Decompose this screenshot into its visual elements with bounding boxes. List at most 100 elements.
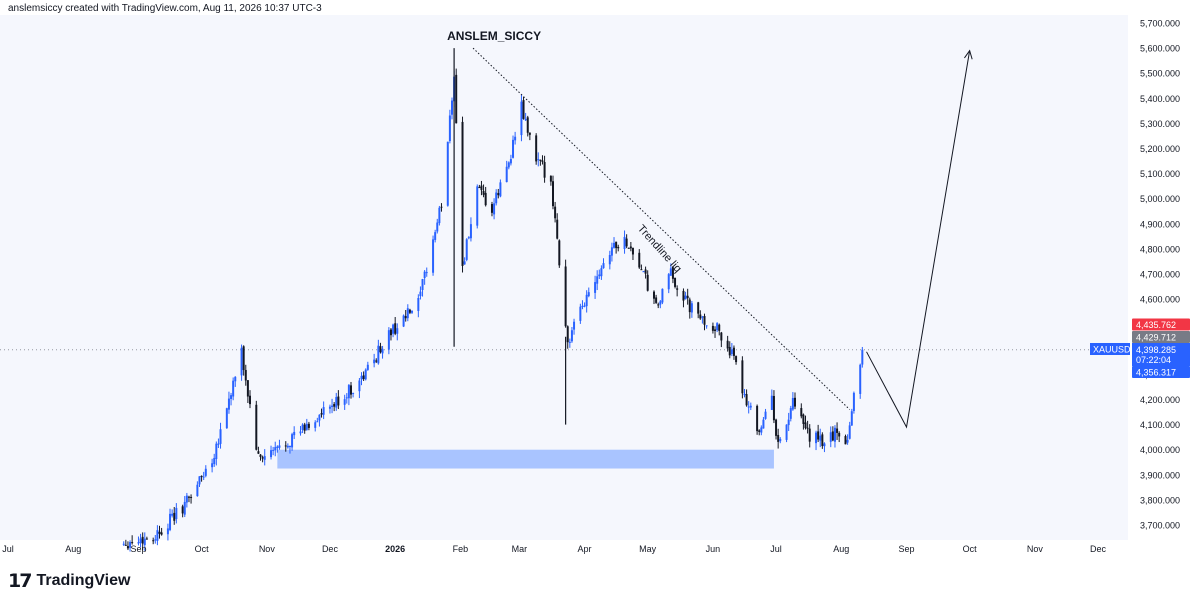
candle[interactable] bbox=[137, 536, 140, 546]
candle[interactable] bbox=[730, 343, 733, 357]
candle[interactable] bbox=[406, 304, 409, 322]
candle[interactable] bbox=[838, 431, 841, 443]
candle[interactable] bbox=[509, 154, 512, 166]
candle[interactable] bbox=[585, 290, 588, 313]
candle[interactable] bbox=[653, 290, 656, 305]
candle[interactable] bbox=[720, 331, 723, 348]
candle[interactable] bbox=[423, 270, 426, 285]
candle[interactable] bbox=[217, 438, 220, 448]
candle[interactable] bbox=[291, 432, 294, 451]
candle[interactable] bbox=[411, 310, 414, 314]
candle[interactable] bbox=[213, 453, 216, 467]
candle[interactable] bbox=[303, 422, 306, 434]
candle[interactable] bbox=[122, 541, 125, 546]
candle[interactable] bbox=[366, 361, 369, 371]
candle[interactable] bbox=[537, 152, 540, 167]
candle[interactable] bbox=[676, 285, 679, 297]
candle[interactable] bbox=[482, 184, 485, 198]
candle[interactable] bbox=[615, 241, 618, 254]
candle[interactable] bbox=[143, 532, 146, 551]
candle[interactable] bbox=[455, 68, 458, 124]
candle[interactable] bbox=[587, 287, 590, 298]
projection-path[interactable] bbox=[866, 50, 971, 429]
candle[interactable] bbox=[349, 381, 352, 399]
candle[interactable] bbox=[396, 323, 399, 341]
candle[interactable] bbox=[373, 353, 376, 368]
candle[interactable] bbox=[714, 326, 717, 338]
candle[interactable] bbox=[227, 391, 230, 414]
candle[interactable] bbox=[850, 408, 853, 426]
candle[interactable] bbox=[682, 288, 685, 308]
candle[interactable] bbox=[463, 257, 466, 265]
candle[interactable] bbox=[478, 184, 481, 189]
candle[interactable] bbox=[408, 308, 411, 315]
candle[interactable] bbox=[497, 188, 500, 199]
candle[interactable] bbox=[583, 302, 586, 308]
candle[interactable] bbox=[507, 161, 510, 170]
candle[interactable] bbox=[440, 203, 443, 212]
candle[interactable] bbox=[198, 476, 201, 487]
candle[interactable] bbox=[554, 201, 557, 223]
candle[interactable] bbox=[196, 481, 199, 497]
candle[interactable] bbox=[244, 364, 247, 386]
candle[interactable] bbox=[760, 425, 763, 436]
candle[interactable] bbox=[711, 322, 714, 334]
candle[interactable] bbox=[211, 458, 214, 473]
candle[interactable] bbox=[522, 96, 525, 120]
candle[interactable] bbox=[638, 249, 641, 269]
candle[interactable] bbox=[756, 404, 759, 435]
candle[interactable] bbox=[375, 358, 378, 364]
candle[interactable] bbox=[749, 402, 752, 411]
candle[interactable] bbox=[337, 390, 340, 410]
candle[interactable] bbox=[362, 371, 365, 381]
candle[interactable] bbox=[785, 424, 788, 443]
candle[interactable] bbox=[141, 532, 144, 551]
candle[interactable] bbox=[394, 317, 397, 336]
liquidity-zone[interactable] bbox=[277, 449, 774, 469]
candle[interactable] bbox=[156, 525, 159, 546]
candle[interactable] bbox=[240, 344, 243, 381]
candle[interactable] bbox=[152, 537, 155, 545]
candle[interactable] bbox=[743, 388, 746, 398]
candle[interactable] bbox=[181, 504, 184, 518]
candle[interactable] bbox=[608, 250, 611, 270]
candle[interactable] bbox=[505, 160, 508, 183]
candle[interactable] bbox=[320, 408, 323, 418]
candle[interactable] bbox=[124, 539, 127, 546]
candle[interactable] bbox=[800, 403, 803, 419]
candle[interactable] bbox=[335, 392, 338, 411]
candle[interactable] bbox=[183, 496, 186, 518]
candle[interactable] bbox=[175, 503, 178, 524]
candle[interactable] bbox=[690, 300, 693, 318]
candle[interactable] bbox=[819, 428, 822, 448]
candle[interactable] bbox=[402, 314, 405, 328]
candle[interactable] bbox=[322, 401, 325, 420]
candle[interactable] bbox=[314, 420, 317, 432]
candle[interactable] bbox=[741, 356, 744, 399]
candle[interactable] bbox=[284, 441, 287, 452]
candle[interactable] bbox=[688, 297, 691, 319]
candle[interactable] bbox=[520, 94, 523, 142]
candle[interactable] bbox=[360, 372, 363, 386]
candle[interactable] bbox=[301, 423, 304, 434]
candle[interactable] bbox=[539, 159, 542, 166]
candle[interactable] bbox=[467, 236, 470, 240]
candle[interactable] bbox=[286, 443, 289, 449]
candle[interactable] bbox=[579, 303, 582, 324]
candle[interactable] bbox=[377, 339, 380, 365]
candle[interactable] bbox=[225, 407, 228, 429]
candle[interactable] bbox=[230, 392, 233, 406]
candle[interactable] bbox=[684, 291, 687, 300]
candle[interactable] bbox=[379, 342, 382, 354]
candle[interactable] bbox=[793, 392, 796, 410]
candle[interactable] bbox=[859, 363, 862, 399]
trendline[interactable] bbox=[472, 47, 851, 410]
candle[interactable] bbox=[617, 244, 620, 252]
candle[interactable] bbox=[419, 286, 422, 300]
candle[interactable] bbox=[844, 434, 847, 445]
candle[interactable] bbox=[476, 184, 479, 229]
candle[interactable] bbox=[779, 437, 782, 444]
candle[interactable] bbox=[469, 217, 472, 242]
candle[interactable] bbox=[436, 218, 439, 234]
candle[interactable] bbox=[293, 426, 296, 440]
